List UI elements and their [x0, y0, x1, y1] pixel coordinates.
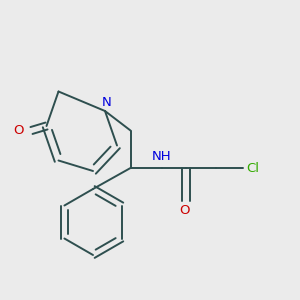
- Text: NH: NH: [152, 151, 172, 164]
- Text: Cl: Cl: [246, 161, 259, 175]
- Text: N: N: [102, 97, 111, 110]
- Text: O: O: [179, 204, 190, 217]
- Text: O: O: [14, 124, 24, 137]
